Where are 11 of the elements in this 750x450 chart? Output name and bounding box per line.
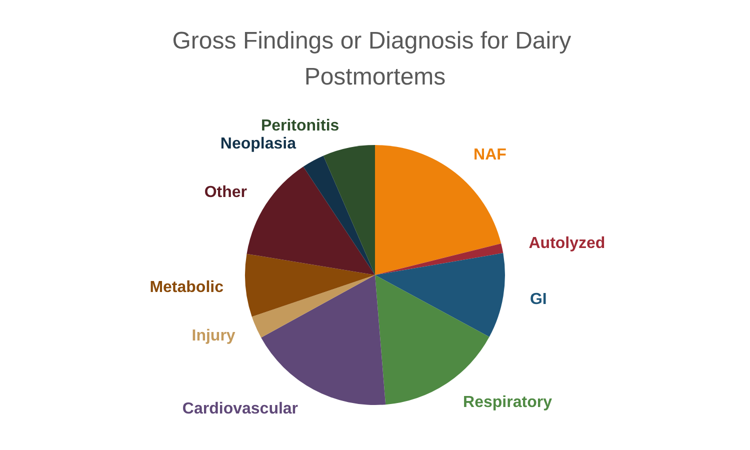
slice-label: Other bbox=[204, 184, 248, 201]
chart-title: Gross Findings or Diagnosis for Dairy Postmortems bbox=[172, 28, 578, 90]
slice-label: GI bbox=[530, 291, 547, 308]
slice-label: Cardiovascular bbox=[182, 400, 298, 418]
slice-label: Injury bbox=[192, 328, 236, 345]
slice-label: Metabolic bbox=[150, 278, 224, 296]
slice-label: Peritonitis bbox=[260, 118, 340, 135]
slice-label: Autolyzed bbox=[528, 235, 606, 252]
slice-label: Respiratory bbox=[463, 394, 552, 411]
slice-label: NAF bbox=[474, 146, 507, 164]
slice-label: Neoplasia bbox=[220, 136, 296, 153]
